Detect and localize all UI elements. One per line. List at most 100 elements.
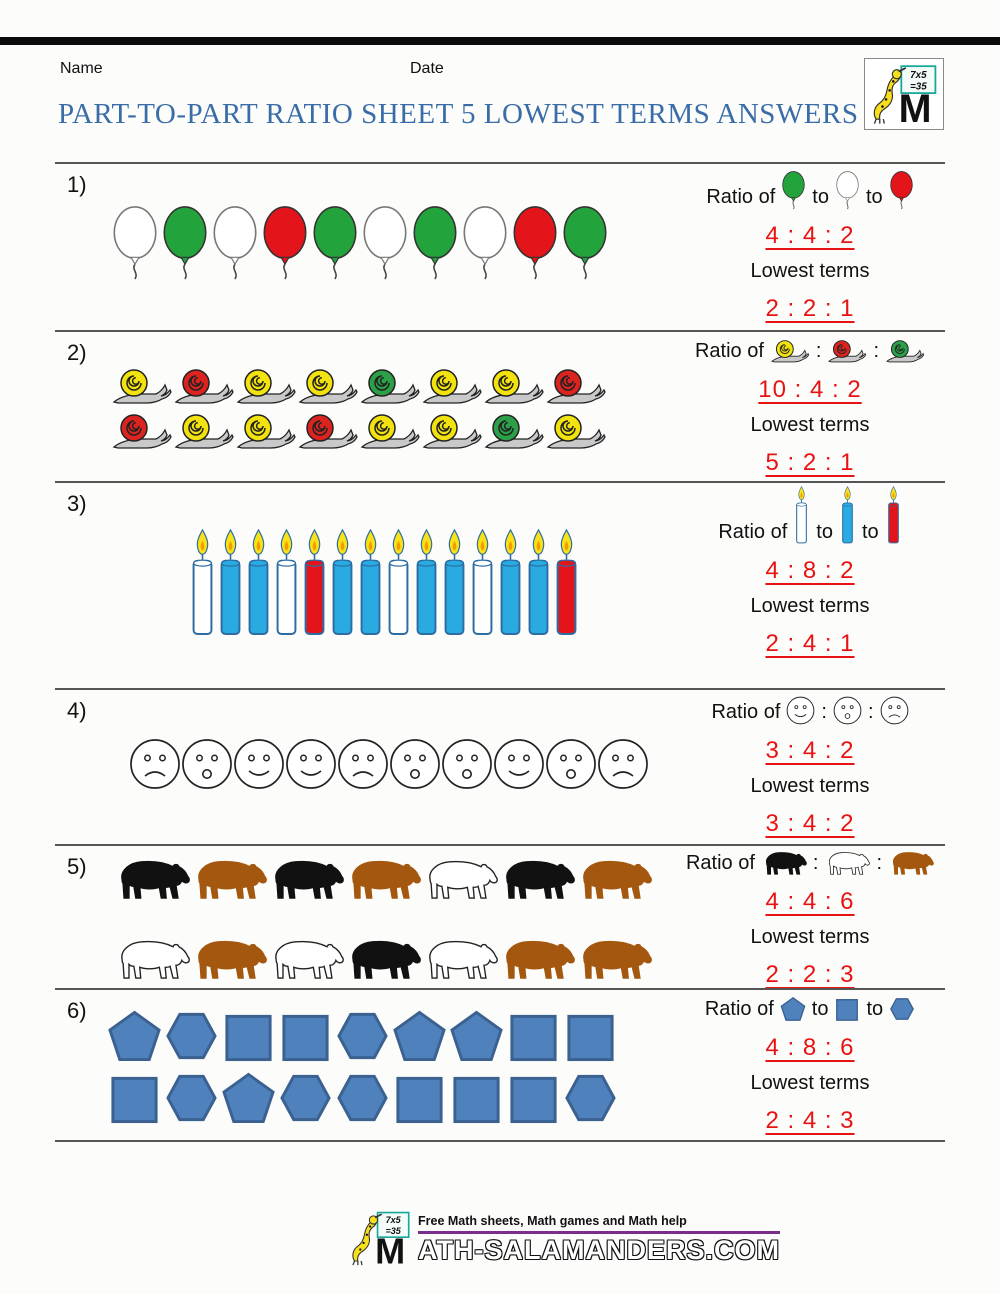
- white-balloon: [461, 204, 509, 286]
- green-balloon: [561, 204, 609, 286]
- ratio-line: Ratio of : :: [660, 696, 960, 725]
- lowest-terms-answer: 5 : 2 : 1: [765, 449, 855, 476]
- blue-candle: [413, 527, 440, 643]
- problem-items-row: [111, 411, 607, 456]
- surprised-face: [545, 738, 597, 795]
- problem-items: [111, 204, 609, 286]
- white-bear: [113, 934, 190, 986]
- red-snail: [173, 366, 235, 411]
- svg-text:7x5: 7x5: [386, 1215, 402, 1225]
- ratio-icon-sad-face: [880, 696, 909, 725]
- lowest-terms-label: Lowest terms: [750, 414, 870, 436]
- ratio-icon-surprised-face: [833, 696, 862, 725]
- blue-candle: [357, 527, 384, 643]
- white-balloon: [111, 204, 159, 286]
- problem-number: 4): [67, 698, 87, 723]
- ratio-icon-brown-bear: [888, 848, 934, 876]
- ratio-line-text: Ratio of: [706, 186, 776, 208]
- blue-candle: [217, 527, 244, 643]
- ratio-icon-hexagon-shape: [889, 996, 915, 1022]
- ratio-icon-white-bear: [824, 848, 871, 876]
- ratio-icon-green-snail: [885, 338, 925, 364]
- ratio-line-text: Ratio of: [718, 521, 788, 543]
- blue-candle: [329, 527, 356, 643]
- ratio-icon-white-candle: [793, 485, 810, 545]
- lowest-terms-label: Lowest terms: [750, 595, 870, 617]
- problem-items-row: [113, 934, 652, 986]
- ratio-icon-black-bear: [761, 848, 807, 876]
- footer-purple-rule: [418, 1231, 780, 1234]
- green-snail: [359, 366, 421, 411]
- brown-bear: [344, 854, 421, 906]
- surprised-face: [389, 738, 441, 795]
- problem-items: [113, 854, 652, 986]
- ratio-answer: 4 : 8 : 6: [765, 1034, 855, 1061]
- smile-face: [493, 738, 545, 795]
- hexagon-shape: [164, 1070, 219, 1131]
- brown-bear: [498, 934, 575, 986]
- lowest-terms-answer: 2 : 4 : 3: [765, 1107, 855, 1134]
- ratio-line: Ratio of : :: [660, 338, 960, 364]
- problem-items-row: [129, 738, 649, 795]
- problem-items: [111, 366, 607, 456]
- square-shape: [278, 1008, 333, 1069]
- ratio-line-text: to: [811, 998, 829, 1020]
- red-candle: [301, 527, 328, 643]
- blue-candle: [497, 527, 524, 643]
- problem-4: 4) Ratio of : :: [55, 688, 945, 846]
- lowest-terms-answer: 3 : 4 : 2: [765, 810, 855, 837]
- problem-6: 6) Ratio of to to 4 : 8 : 6 Lowest terms 2 : 4…: [55, 988, 945, 1142]
- black-bear: [344, 934, 421, 986]
- yellow-snail: [545, 411, 607, 456]
- pentagon-shape: [221, 1070, 276, 1131]
- blue-candle: [245, 527, 272, 643]
- ratio-line-text: Ratio of: [704, 998, 774, 1020]
- problem-items-row: [111, 204, 609, 286]
- lowest-terms-label: Lowest terms: [750, 775, 870, 797]
- problem-number: 3): [67, 491, 87, 516]
- answers-block: Ratio of to to 4 : 8 : 6 Lowest terms 2 : 4 :…: [660, 996, 960, 1135]
- lowest-terms-label: Lowest terms: [750, 260, 870, 282]
- surprised-face: [181, 738, 233, 795]
- ratio-icon-pentagon-shape: [780, 996, 806, 1022]
- ratio-icon-blue-candle: [839, 485, 856, 545]
- footer-logo-salamander: 7x5 =35 M: [348, 1210, 412, 1271]
- smile-face: [285, 738, 337, 795]
- yellow-snail: [235, 366, 297, 411]
- blue-candle: [441, 527, 468, 643]
- ratio-answer: 10 : 4 : 2: [758, 376, 862, 403]
- footer-text: Free Math sheets, Math games and Math he…: [418, 1210, 780, 1266]
- red-balloon: [261, 204, 309, 286]
- svg-text:7x5: 7x5: [910, 70, 927, 81]
- lowest-terms-answer: 2 : 2 : 1: [765, 295, 855, 322]
- answers-block: Ratio of : : 10 : 4 : 2 Lowest terms 5 : 2…: [660, 338, 960, 477]
- name-label: Name: [60, 60, 103, 77]
- white-candle: [189, 527, 216, 643]
- top-divider: [0, 37, 1000, 45]
- square-shape: [506, 1070, 561, 1131]
- ratio-line-text: :: [876, 852, 883, 874]
- ratio-answer: 4 : 8 : 2: [765, 557, 855, 584]
- answers-block: Ratio of : : 4 : 4 : 6 Lowest terms 2 : 2 …: [660, 848, 960, 989]
- white-candle: [469, 527, 496, 643]
- page-title: PART-TO-PART RATIO SHEET 5 LOWEST TERMS …: [58, 98, 859, 130]
- lowest-terms-answer: 2 : 2 : 3: [765, 961, 855, 988]
- answers-block: Ratio of to to 4 : 8 : 2 Lowest terms 2 : …: [660, 485, 960, 658]
- ratio-line: Ratio of to to: [660, 996, 960, 1022]
- square-shape: [392, 1070, 447, 1131]
- svg-text:M: M: [375, 1230, 405, 1266]
- square-shape: [221, 1008, 276, 1069]
- white-bear: [267, 934, 344, 986]
- problem-items-row: [107, 1070, 618, 1131]
- white-balloon: [211, 204, 259, 286]
- ratio-line-text: to: [865, 186, 883, 208]
- white-candle: [385, 527, 412, 643]
- square-shape: [107, 1070, 162, 1131]
- yellow-snail: [173, 411, 235, 456]
- red-snail: [545, 366, 607, 411]
- square-shape: [506, 1008, 561, 1069]
- white-balloon: [361, 204, 409, 286]
- ratio-answer: 3 : 4 : 2: [765, 737, 855, 764]
- problem-items: [107, 1008, 618, 1131]
- yellow-snail: [421, 366, 483, 411]
